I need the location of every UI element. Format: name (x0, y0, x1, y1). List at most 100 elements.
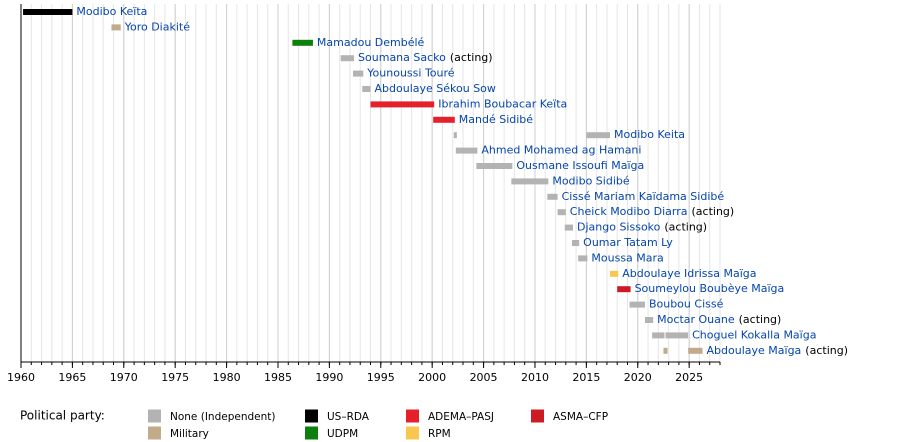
term-bar (663, 347, 668, 354)
pm-note: (acting) (450, 51, 493, 64)
x-tick-label: 1995 (367, 371, 395, 384)
pm-label: Younoussi Touré (366, 67, 454, 80)
pm-label: Abdoulaye Idrissa Maïga (622, 267, 756, 280)
pm-label: Boubou Cissé (649, 298, 724, 311)
term-bar (370, 101, 435, 108)
x-tick-label: 1970 (110, 371, 138, 384)
pm-name[interactable]: Modibo Keita (614, 128, 685, 141)
pm-label: Oumar Tatam Ly (583, 236, 673, 249)
term-bar (476, 163, 513, 169)
pm-name[interactable]: Modibo Sidibé (552, 174, 630, 187)
term-bar (617, 286, 631, 293)
pm-note: (acting) (805, 344, 848, 357)
pm-label: Moussa Mara (591, 251, 663, 264)
term-bar (111, 24, 121, 31)
term-bar (547, 193, 558, 200)
pm-name[interactable]: Yoro Diakité (124, 20, 191, 33)
pm-label: Abdoulaye Maïga (acting) (707, 344, 848, 357)
pm-label: Yoro Diakité (124, 20, 191, 33)
term-bar (564, 224, 574, 231)
legend-label: ADEMA–PASJ (428, 411, 494, 423)
pm-label: Ahmed Mohamed ag Hamani (481, 144, 641, 157)
pm-name[interactable]: Abdoulaye Maïga (707, 344, 802, 357)
legend-swatch (305, 426, 318, 440)
term-bar (353, 70, 364, 77)
pm-name[interactable]: Ousmane Issoufi Maïga (516, 159, 644, 172)
term-bar (362, 86, 371, 92)
pm-label: Ousmane Issoufi Maïga (516, 159, 644, 172)
term-bar (23, 9, 73, 15)
x-tick-label: 1980 (213, 371, 241, 384)
pm-name[interactable]: Mandé Sidibé (459, 113, 534, 126)
pm-label: Mamadou Dembélé (317, 36, 425, 49)
pm-label: Soumeylou Boubèye Maïga (635, 282, 785, 295)
term-bar (652, 332, 665, 339)
pm-name[interactable]: Boubou Cissé (649, 298, 724, 311)
legend-swatch (406, 409, 419, 423)
x-tick-label: 2025 (675, 371, 703, 384)
pm-name[interactable]: Django Sissoko (577, 221, 661, 234)
pm-note: (acting) (692, 205, 735, 218)
x-tick-label: 2020 (624, 371, 652, 384)
pm-label: Cheick Modibo Diarra (acting) (570, 205, 734, 218)
pm-name[interactable]: Moussa Mara (591, 251, 663, 264)
pm-name[interactable]: Soumana Sacko (358, 51, 446, 64)
pm-label: Mandé Sidibé (459, 113, 534, 126)
pm-name[interactable]: Abdoulaye Idrissa Maïga (622, 267, 756, 280)
legend-swatch (406, 426, 419, 440)
x-tick-label: 1975 (161, 371, 189, 384)
pm-label: Soumana Sacko (acting) (358, 51, 493, 64)
x-tick-label: 2015 (572, 371, 600, 384)
pm-name[interactable]: Cheick Modibo Diarra (570, 205, 688, 218)
pm-label: Modibo Keita (614, 128, 685, 141)
pm-name[interactable]: Soumeylou Boubèye Maïga (635, 282, 785, 295)
pm-label: Moctar Ouane (acting) (657, 313, 781, 326)
term-bar (610, 270, 619, 277)
term-bar (644, 317, 654, 323)
pm-label: Choguel Kokalla Maïga (692, 328, 816, 341)
pm-label: Cissé Mariam Kaïdama Sidibé (562, 190, 725, 203)
pm-label: Django Sissoko (acting) (577, 221, 707, 234)
term-bar (665, 332, 689, 339)
x-tick-label: 2005 (470, 371, 498, 384)
legend-label: Military (170, 428, 209, 440)
pm-note: (acting) (664, 221, 707, 234)
x-tick-label: 1965 (58, 371, 86, 384)
pm-label: Modibo Sidibé (552, 174, 630, 187)
x-tick-label: 2000 (418, 371, 446, 384)
pm-name[interactable]: Mamadou Dembélé (317, 36, 425, 49)
term-bar (453, 132, 457, 139)
pm-note: (acting) (739, 313, 782, 326)
pm-name[interactable]: Abdoulaye Sékou Sow (375, 82, 496, 95)
pm-name[interactable]: Ibrahim Boubacar Keïta (438, 97, 567, 110)
pm-name[interactable]: Ahmed Mohamed ag Hamani (481, 144, 641, 157)
x-tick-label: 1985 (264, 371, 292, 384)
pm-name[interactable]: Moctar Ouane (657, 313, 735, 326)
legend-label: US–RDA (327, 411, 370, 423)
pm-name[interactable]: Cissé Mariam Kaïdama Sidibé (562, 190, 725, 203)
x-tick-label: 1990 (315, 371, 343, 384)
pm-name[interactable]: Modibo Keïta (76, 5, 147, 18)
legend-swatch (148, 409, 161, 423)
term-bar (571, 240, 580, 246)
legend-swatch (531, 409, 544, 423)
pm-label: Ibrahim Boubacar Keïta (438, 97, 567, 110)
term-bar (292, 39, 313, 46)
pm-name[interactable]: Choguel Kokalla Maïga (692, 328, 816, 341)
term-bar (578, 255, 588, 262)
legend-label: ASMA–CFP (553, 411, 608, 423)
term-bar (433, 116, 455, 123)
legend-swatch (148, 426, 161, 440)
pm-label: Modibo Keïta (76, 5, 147, 18)
term-bar (340, 55, 355, 62)
pm-name[interactable]: Oumar Tatam Ly (583, 236, 673, 249)
term-bar (511, 178, 549, 185)
legend-label: UDPM (327, 428, 358, 440)
term-bar (557, 209, 566, 216)
legend-swatch (305, 409, 318, 423)
pm-name[interactable]: Younoussi Touré (366, 67, 454, 80)
legend-label: None (Independent) (170, 411, 275, 423)
term-bar (455, 147, 478, 154)
legend-title: Political party: (20, 409, 105, 423)
